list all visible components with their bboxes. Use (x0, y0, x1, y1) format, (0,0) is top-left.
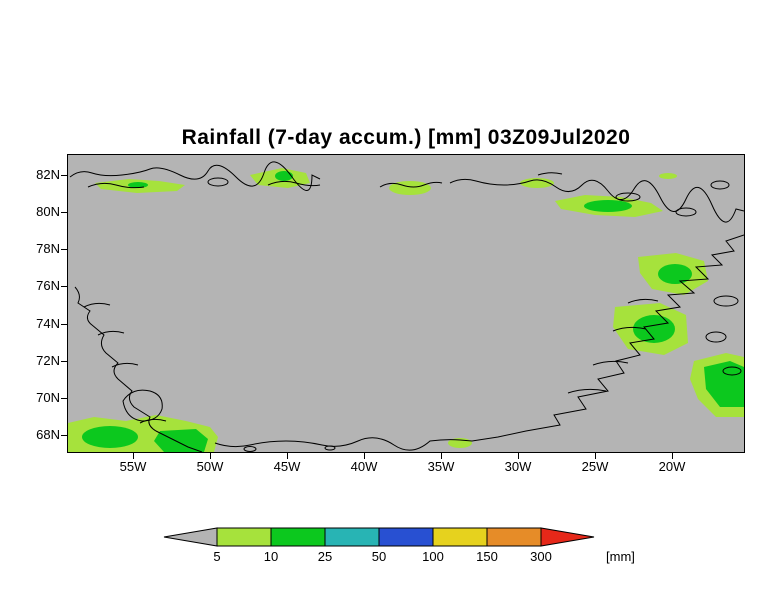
x-axis-label: 50W (196, 459, 224, 474)
x-axis-tick (210, 453, 211, 459)
y-axis-tick (61, 398, 67, 399)
x-axis-label: 20W (658, 459, 686, 474)
colorbar-svg (163, 527, 595, 547)
colorbar-tick-label: 150 (476, 549, 498, 564)
y-axis-label: 76N (36, 278, 60, 293)
map-plot (67, 154, 745, 453)
page-title: Rainfall (7-day accum.) [mm] 03Z09Jul202… (181, 126, 631, 149)
y-axis-label: 74N (36, 316, 60, 331)
y-axis-tick (61, 361, 67, 362)
colorbar-tick-label: 100 (422, 549, 444, 564)
y-axis-tick (61, 324, 67, 325)
y-axis-tick (61, 286, 67, 287)
x-axis-label: 55W (119, 459, 147, 474)
y-axis-label: 72N (36, 353, 60, 368)
colorbar-tick-label: 10 (263, 549, 279, 564)
colorbar-tick-label: 300 (530, 549, 552, 564)
colorbar-tick-label: 50 (371, 549, 387, 564)
x-axis-label: 45W (273, 459, 301, 474)
x-axis-tick (364, 453, 365, 459)
colorbar-over-arrow (540, 527, 595, 547)
y-axis-tick (61, 212, 67, 213)
colorbar-cell-25-50 (324, 527, 380, 547)
colorbar-below-arrow (163, 527, 218, 547)
x-axis-tick (672, 453, 673, 459)
x-axis-label: 30W (504, 459, 532, 474)
x-axis-tick (518, 453, 519, 459)
y-axis-label: 70N (36, 390, 60, 405)
y-axis-tick (61, 175, 67, 176)
colorbar-unit-label: [mm] (606, 549, 635, 564)
y-axis-label: 78N (36, 241, 60, 256)
coastlines (69, 161, 744, 452)
map-svg (68, 161, 744, 452)
x-axis-tick (595, 453, 596, 459)
colorbar-cell-100-150 (432, 527, 488, 547)
x-axis-tick (287, 453, 288, 459)
colorbar-cell-50-100 (378, 527, 434, 547)
x-axis-label: 25W (581, 459, 609, 474)
y-axis-label: 80N (36, 204, 60, 219)
rain-patches (68, 168, 744, 452)
colorbar-cell-150-300 (486, 527, 542, 547)
y-axis-tick (61, 435, 67, 436)
y-axis-tick (61, 249, 67, 250)
colorbar-cell-10-25 (270, 527, 326, 547)
x-axis-tick (441, 453, 442, 459)
y-axis-label: 82N (36, 167, 60, 182)
colorbar-tick-label: 5 (213, 549, 221, 564)
colorbar-tick-label: 25 (317, 549, 333, 564)
colorbar (163, 527, 595, 547)
y-axis-label: 68N (36, 427, 60, 442)
x-axis-label: 40W (350, 459, 378, 474)
x-axis-tick (133, 453, 134, 459)
x-axis-label: 35W (427, 459, 455, 474)
colorbar-cell-5-10 (216, 527, 272, 547)
